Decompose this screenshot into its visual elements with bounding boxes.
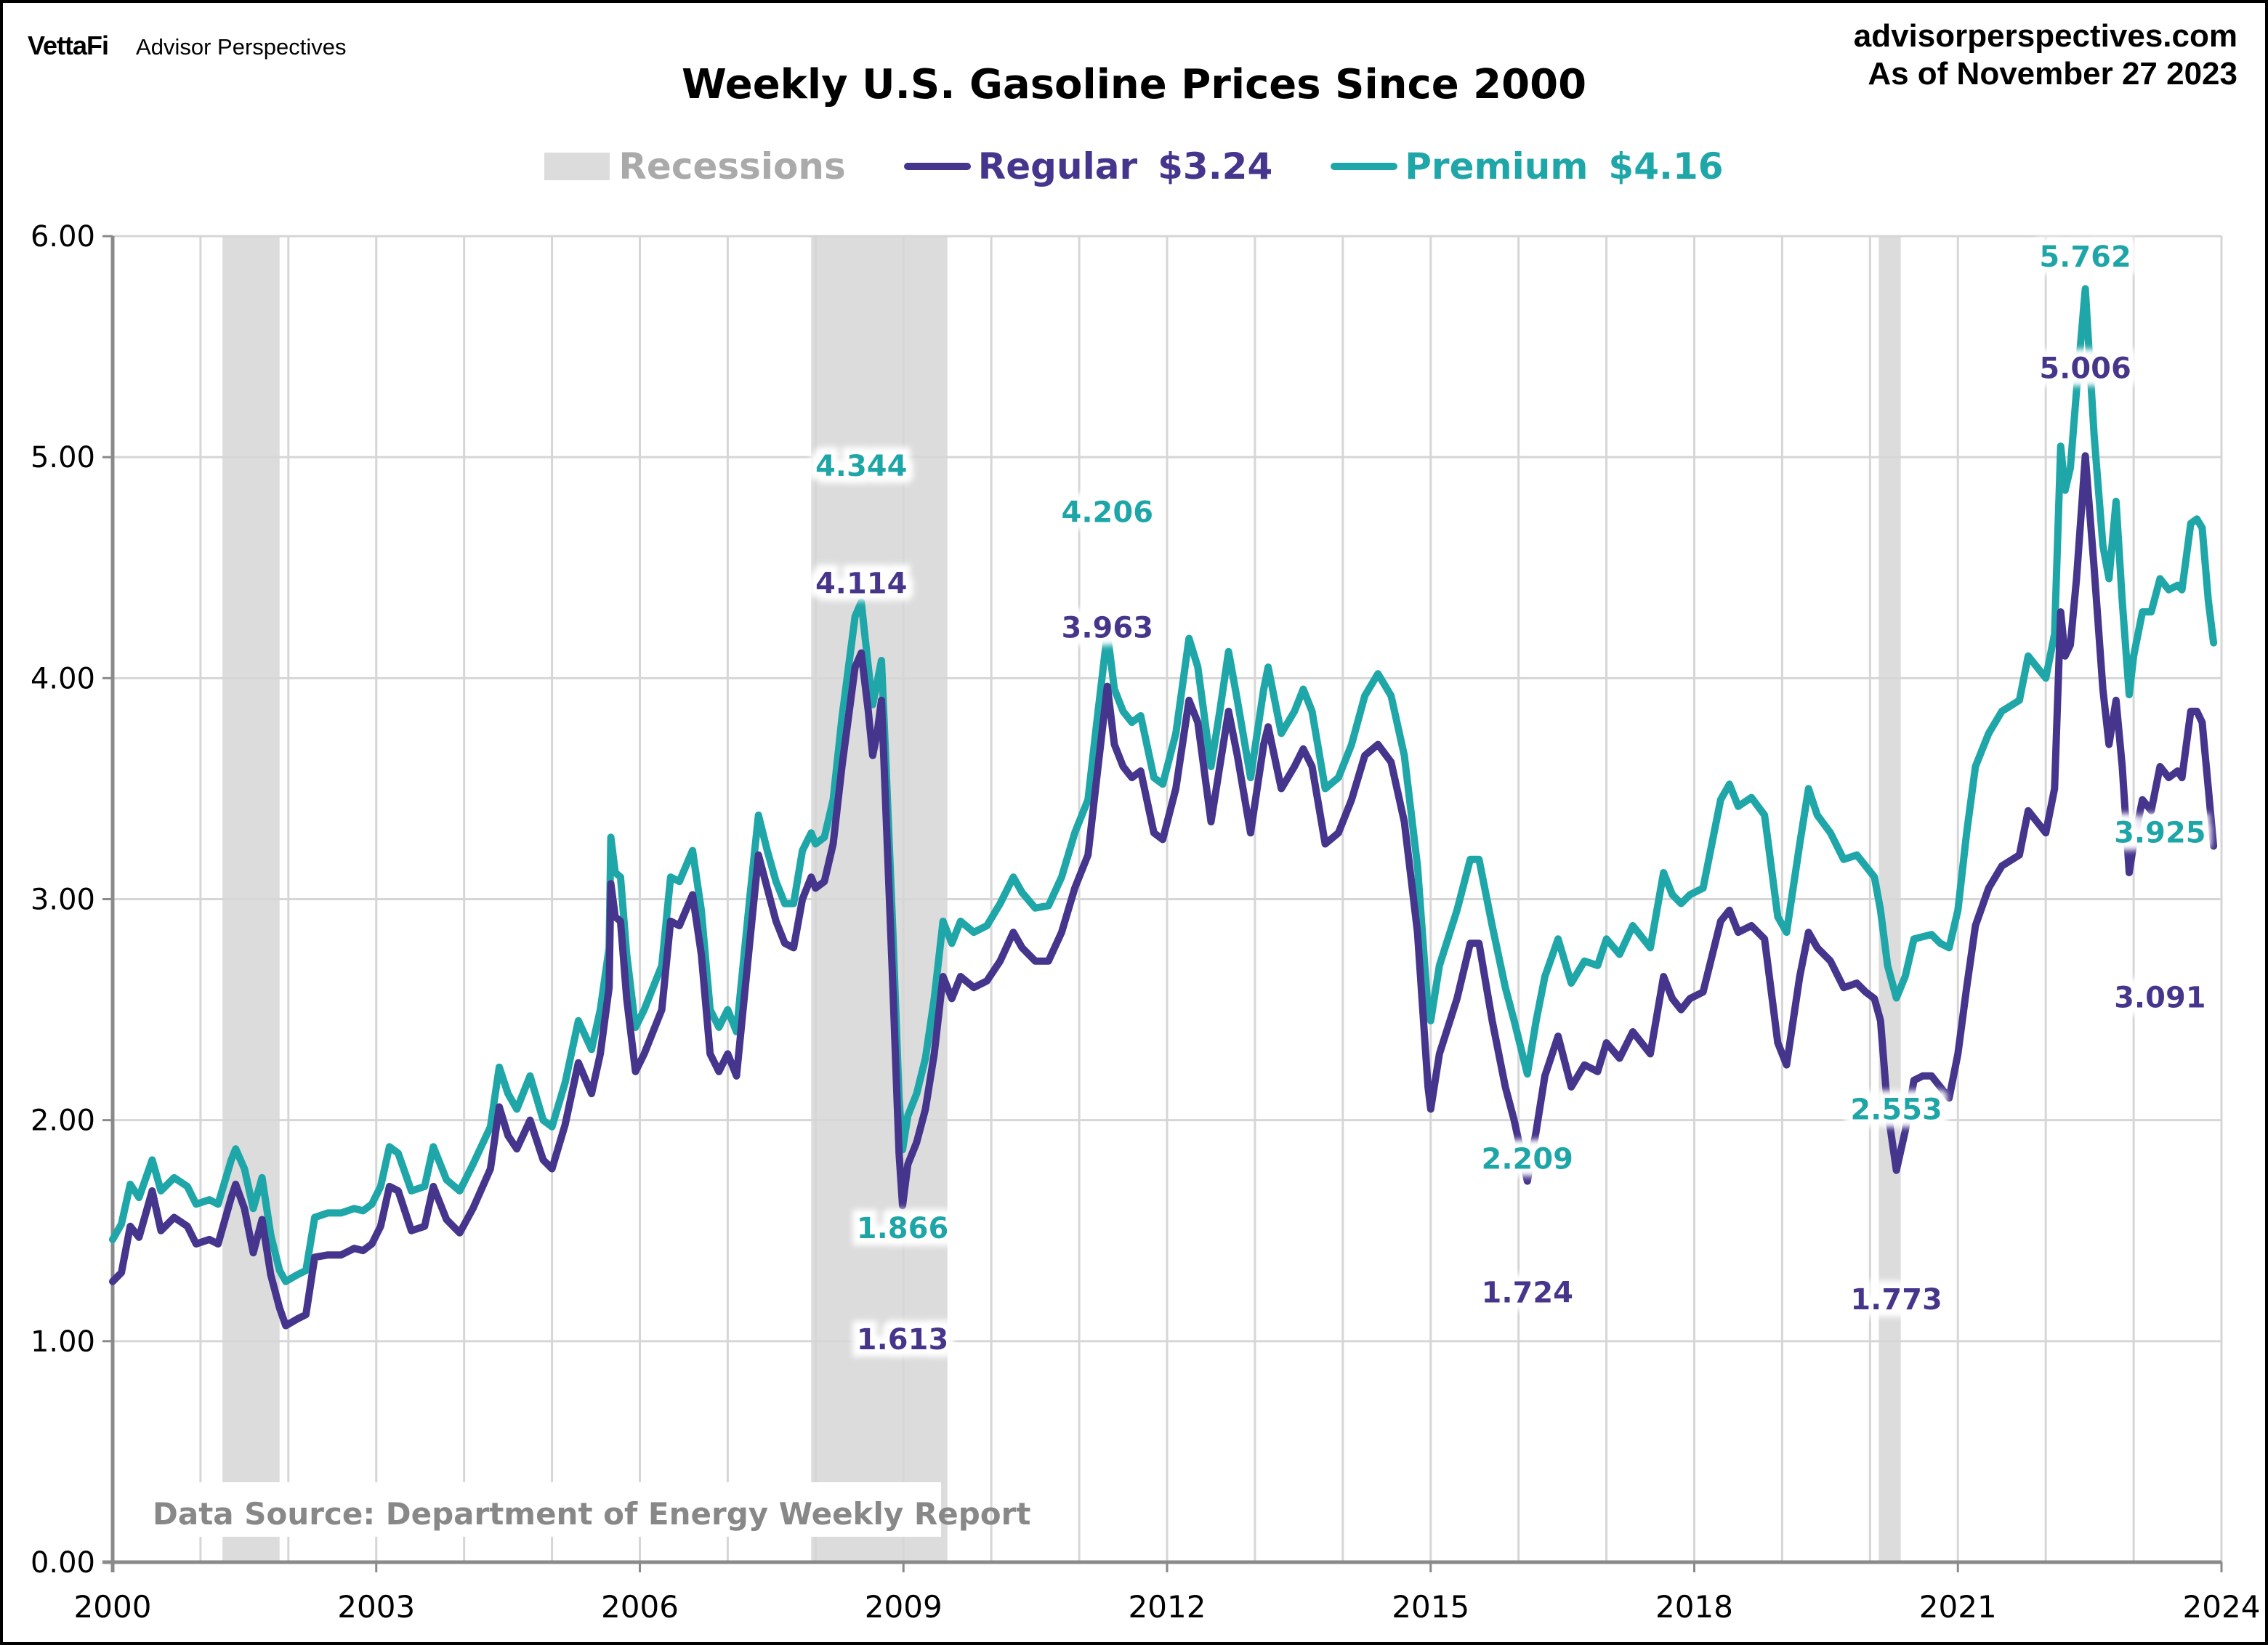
y-tick-label: 4.00 xyxy=(31,662,95,695)
series-line-regular xyxy=(109,452,2218,1330)
x-tick-label: 2012 xyxy=(1129,1589,1206,1625)
y-tick-label: 3.00 xyxy=(31,884,95,917)
brand: VettaFi Advisor Perspectives xyxy=(28,31,347,61)
y-tick-label: 1.00 xyxy=(31,1325,95,1359)
brand-name: Advisor Perspectives xyxy=(136,34,347,60)
site-url: advisorperspectives.com xyxy=(1853,18,2237,54)
legend-item-recessions: Recessions xyxy=(544,145,846,187)
data-label-regular: 3.091 xyxy=(2114,981,2206,1014)
data-label-premium: 4.344 xyxy=(815,450,908,483)
legend-label-regular: Regular xyxy=(977,145,1138,187)
x-tick-label: 2003 xyxy=(337,1589,415,1625)
legend-label-recessions: Recessions xyxy=(618,145,846,187)
axes: 0.00 1.00 2.00 3.00 4.00 5.00 6.00 2000 2003 2006… xyxy=(31,220,2261,1625)
data-label-premium: 5.762 xyxy=(2039,241,2131,274)
series-line-premium xyxy=(109,285,2218,1285)
legend-item-premium: Premium $4.16 xyxy=(1331,145,1724,187)
x-tick-label: 2015 xyxy=(1392,1589,1469,1625)
data-label-regular: 5.006 xyxy=(2039,352,2131,386)
premium-line-swatch xyxy=(1331,163,1398,170)
annotations: 4.344 4.114 1.866 1.613 4.206 3.963 2.209 1.724… xyxy=(815,241,2206,1357)
legend-value-regular: $3.24 xyxy=(1158,145,1273,187)
x-tick-label: 2018 xyxy=(1655,1589,1733,1625)
chart-title: Weekly U.S. Gasoline Prices Since 2000 xyxy=(681,61,1587,108)
legend-item-regular: Regular $3.24 xyxy=(903,145,1273,187)
y-tick-label: 2.00 xyxy=(31,1104,95,1138)
series-lines xyxy=(109,285,2218,1330)
data-label-premium: 2.209 xyxy=(1481,1143,1573,1176)
legend-label-premium: Premium xyxy=(1405,145,1589,187)
data-label-regular: 1.724 xyxy=(1481,1277,1573,1310)
x-tick-label: 2024 xyxy=(2183,1589,2261,1625)
source-note-group: Data Source: Department of Energy Weekly… xyxy=(142,1482,1030,1537)
x-tick-label: 2006 xyxy=(601,1589,679,1625)
data-label-regular: 1.613 xyxy=(857,1323,949,1357)
data-label-regular: 1.773 xyxy=(1850,1283,1942,1317)
gridlines xyxy=(113,235,2223,1562)
recession-swatch xyxy=(544,153,610,180)
x-tick-label: 2021 xyxy=(1919,1589,1997,1625)
data-label-premium: 1.866 xyxy=(857,1212,949,1245)
data-label-premium: 4.206 xyxy=(1062,496,1154,529)
source-note: Data Source: Department of Energy Weekly… xyxy=(153,1496,1030,1532)
data-label-regular: 4.114 xyxy=(815,567,908,600)
y-tick-label: 6.00 xyxy=(31,220,95,254)
as-of-date: As of November 27 2023 xyxy=(1868,56,2237,92)
regular-line-swatch xyxy=(903,163,971,170)
source-site: advisorperspectives.com As of November 2… xyxy=(1854,17,2237,93)
data-label-premium: 3.925 xyxy=(2114,817,2206,850)
legend: Recessions Regular $3.24 Premium $4.16 xyxy=(3,145,2265,187)
vettafi-logo: VettaFi xyxy=(28,31,109,60)
x-tick-label: 2009 xyxy=(865,1589,943,1625)
source-note-background xyxy=(142,1482,941,1537)
data-label-regular: 3.963 xyxy=(1062,611,1154,644)
y-tick-label: 0.00 xyxy=(31,1546,95,1580)
data-label-premium: 2.553 xyxy=(1850,1094,1942,1127)
y-tick-label: 5.00 xyxy=(31,441,95,474)
legend-value-premium: $4.16 xyxy=(1608,145,1724,187)
x-tick-label: 2000 xyxy=(74,1589,152,1625)
plot-area: 0.00 1.00 2.00 3.00 4.00 5.00 6.00 2000 2003 2006… xyxy=(31,220,2261,1625)
